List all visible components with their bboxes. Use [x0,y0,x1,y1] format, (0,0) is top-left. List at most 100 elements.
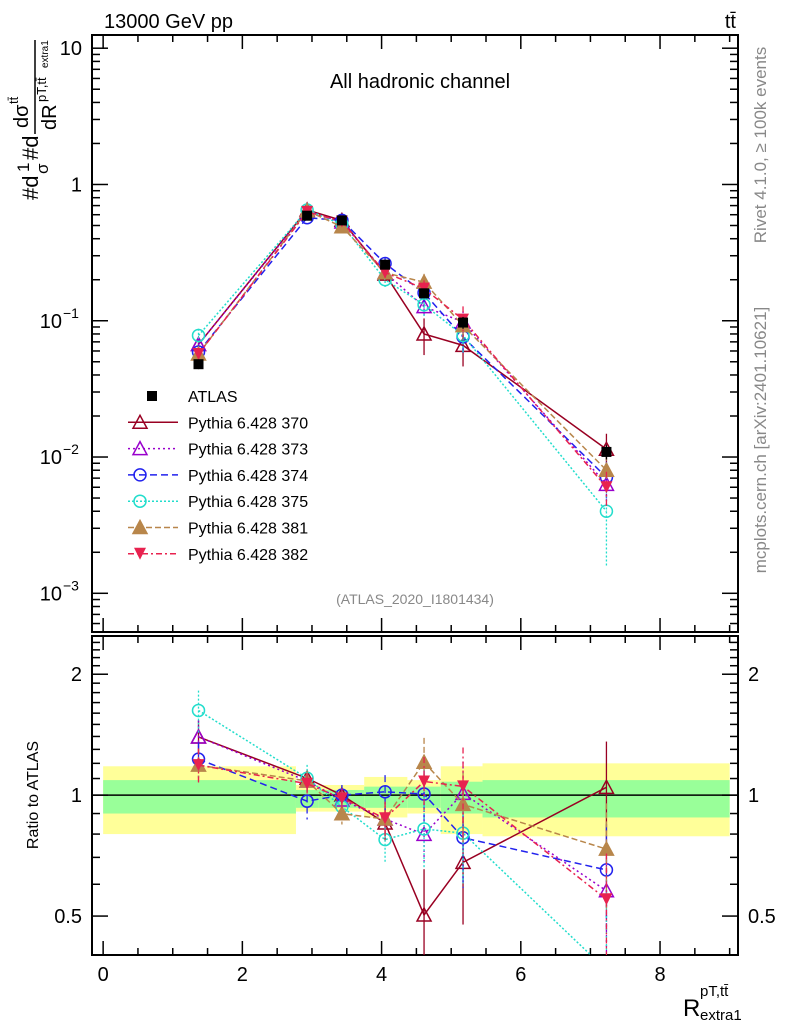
energy-label: 13000 GeV pp [104,11,233,33]
legend-marker [134,547,146,560]
y-tick-label: 1 [71,174,82,196]
legend-entry: Pythia 6.428 370 [128,413,308,432]
ratio-point [417,822,431,836]
xlabel-part: pT,tt̄ [700,983,729,1000]
legend-marker [131,413,149,430]
legend-label: Pythia 6.428 375 [188,494,308,511]
legend-marker [131,440,149,456]
ratio-point [335,792,348,805]
ylabel-part: 1 [14,163,33,172]
series-line [197,209,607,450]
ylabel-part: #d [18,176,43,200]
xlabel-part: extra1 [700,1007,742,1024]
ratio-point [457,780,470,793]
ratio-point [598,778,615,795]
ratio-point [600,893,613,906]
x-tick-label: 8 [654,964,665,986]
ratio-ylabel: Ratio to ATLAS [25,741,42,849]
x-tick-label: 2 [237,964,248,986]
ratio-y-tick-label: 0.5 [748,906,776,928]
green-band [103,780,296,814]
ylabel-part: extra1 [40,40,51,68]
y-tick-exponent: −3 [63,577,79,593]
data-point [415,298,433,314]
y-tick-label: 10 [60,38,82,60]
x-axis-label: R pT,tt̄ extra1 [683,983,742,1024]
legend-label: Pythia 6.428 370 [188,415,308,432]
data-point [380,259,391,270]
legend-marker [147,391,157,401]
process-label: tt̄ [725,11,737,33]
ratio-point [191,703,206,718]
data-point [601,446,612,457]
legend-entry: Pythia 6.428 373 [128,440,308,459]
ratio-point [415,906,433,922]
legend-label: Pythia 6.428 382 [188,547,308,564]
ratio-point [598,840,615,856]
y-axis-label: #d 1 σ #d dσ tt̄ dR pT,tt̄ extra1 [6,40,61,200]
ratio-point [192,759,205,772]
data-point [458,317,469,328]
legend-label: Pythia 6.428 373 [188,442,308,459]
legend-label: ATLAS [188,389,238,406]
ratio-series-pythia-6-428-373 [190,720,615,954]
legend-marker [133,494,147,508]
data-point [193,359,204,370]
legend-marker [133,468,147,482]
series-line [197,216,607,478]
ylabel-part: dR [39,104,61,130]
x-tick-label: 0 [98,964,109,986]
ratio-y-tick-label: 0.5 [54,906,82,928]
ratio-point [418,775,431,788]
y-tick-label: 10 [40,447,62,469]
series-line [197,209,608,512]
ratio-y-tick-label: 2 [71,664,82,686]
legend-entry: Pythia 6.428 375 [128,494,308,511]
y-tick-label: 10 [40,311,62,333]
data-marks [190,201,615,955]
legend-label: Pythia 6.428 374 [188,468,308,485]
data-point [415,325,433,341]
legend-entry: Pythia 6.428 381 [128,518,308,538]
legend-entry: Pythia 6.428 382 [128,547,308,564]
y-tick-label: 10 [40,583,62,605]
y-tick-exponent: −1 [63,305,79,321]
data-point [191,328,206,343]
data-point [417,298,431,312]
plot-title: All hadronic channel [330,71,510,93]
legend: ATLAS Pythia 6.428 370 Pythia 6.428 373 Pyt… [128,389,308,564]
legend-entry: ATLAS [147,389,238,406]
ratio-y-tick-label: 1 [748,785,759,807]
data-point [302,210,313,221]
mcplots-label: mcplots.cern.ch [arXiv:2401.10621] [751,307,770,573]
data-point [336,215,347,226]
series-pythia-6-428-382 [192,205,613,509]
ylabel-part: σ [33,163,52,174]
series-pythia-6-428-375 [191,203,614,566]
data-point [192,348,205,361]
x-tick-label: 4 [376,964,387,986]
ratio-point [379,812,392,825]
series-pythia-6-428-373 [190,202,615,506]
ratio-y-tick-label: 2 [748,664,759,686]
x-tick-label: 6 [515,964,526,986]
ratio-point [301,777,314,790]
data-point [419,288,430,299]
legend-marker [131,518,149,535]
analysis-label: (ATLAS_2020_I1801434) [336,591,494,607]
ratio-y-tick-label: 1 [71,785,82,807]
ratio-point [378,785,392,799]
legend-entry: Pythia 6.428 374 [128,468,308,485]
ratio-series-pythia-6-428-370 [190,720,615,955]
legend-label: Pythia 6.428 381 [188,521,308,538]
main-frame [91,34,739,633]
ratio-line [198,709,592,955]
ratio-point [300,794,314,808]
data-point [600,481,613,494]
ylabel-part: dσ [11,104,33,128]
ylabel-part: pT,tt̄ [34,77,49,102]
xlabel-part: R [683,995,700,1022]
ylabel-part: tt̄ [6,96,21,104]
